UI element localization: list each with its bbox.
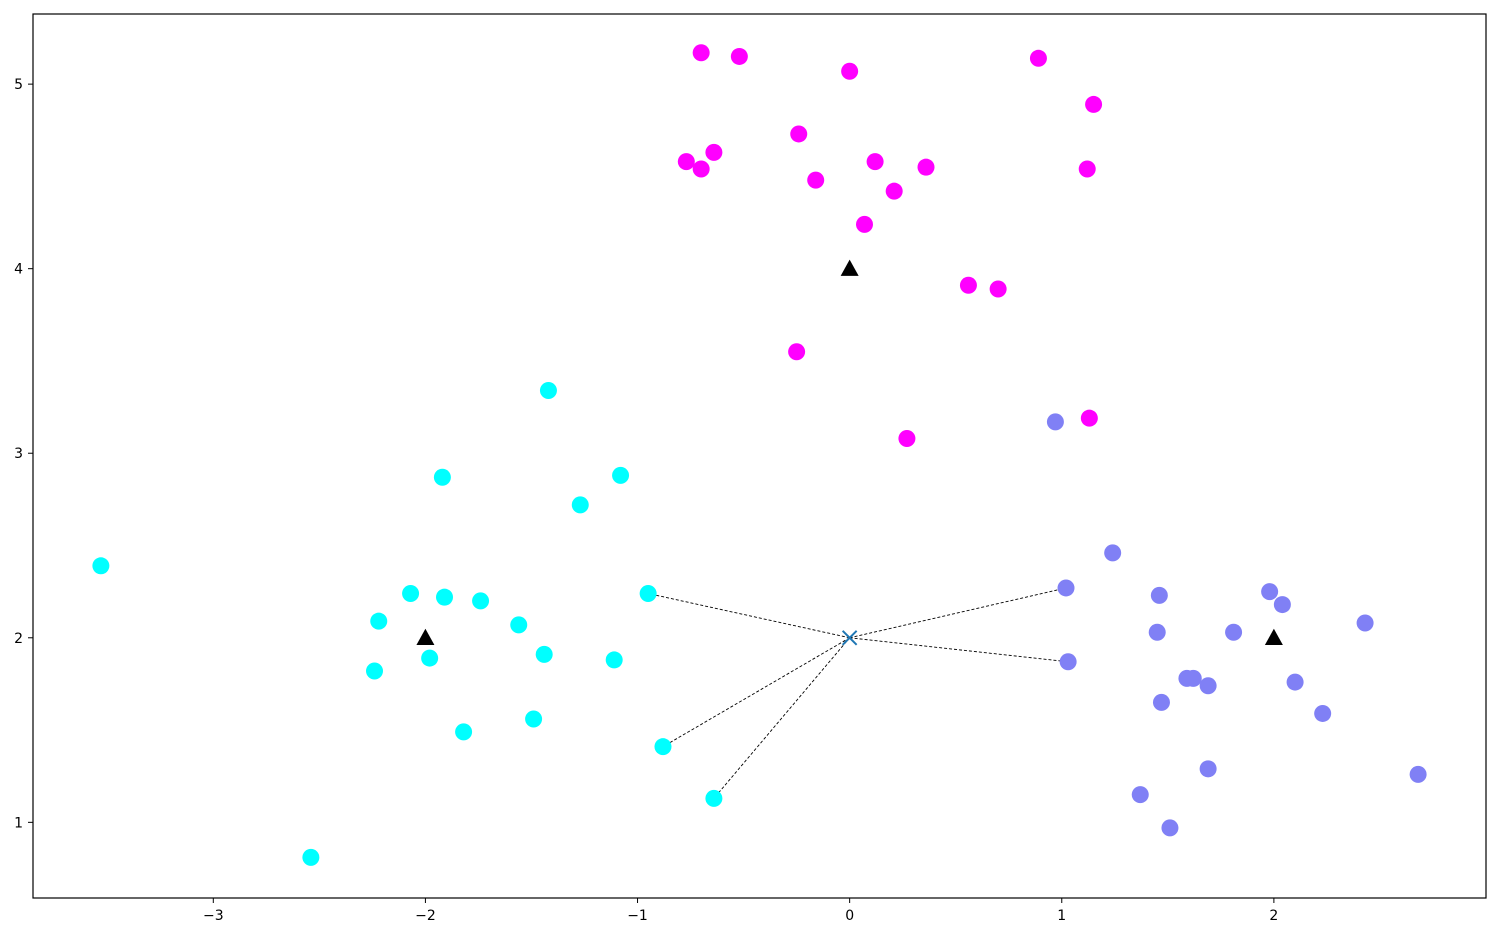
scatter-point <box>1148 623 1166 641</box>
scatter-point <box>1225 623 1243 641</box>
scatter-point <box>1261 583 1279 601</box>
neighbor-line <box>849 587 1067 639</box>
x-tick-label: −1 <box>627 908 648 924</box>
scatter-point <box>370 612 388 630</box>
scatter-point <box>1104 544 1122 562</box>
query-point <box>841 630 858 646</box>
scatter-point <box>535 645 553 663</box>
scatter-point <box>525 710 543 728</box>
x-tick-label: 0 <box>845 908 854 924</box>
scatter-point <box>510 616 528 634</box>
y-tick-label: 4 <box>14 262 23 278</box>
scatter-point <box>605 651 623 669</box>
query-x-stroke <box>841 630 858 646</box>
scatter-point <box>654 738 672 756</box>
scatter-point <box>1199 677 1217 695</box>
scatter-point <box>898 429 916 447</box>
center-triangle <box>1264 628 1283 645</box>
scatter-point <box>571 496 589 514</box>
scatter-point <box>539 381 557 399</box>
scatter-point <box>1273 596 1291 614</box>
scatter-point <box>302 848 320 866</box>
scatter-point <box>1150 586 1168 604</box>
plot-frame <box>32 13 1487 899</box>
scatter-point <box>989 280 1007 298</box>
x-tick-label: −2 <box>415 908 436 924</box>
scatter-point <box>639 584 657 602</box>
scatter-point <box>677 153 695 171</box>
scatter-point <box>692 44 710 62</box>
scatter-point <box>1029 49 1047 67</box>
data-points <box>92 44 1427 866</box>
y-tick-label: 3 <box>14 446 23 462</box>
center-triangle <box>840 259 859 276</box>
scatter-point <box>705 143 723 161</box>
scatter-point <box>455 723 473 741</box>
scatter-point <box>917 158 935 176</box>
scatter-point <box>885 182 903 200</box>
scatter-point <box>1085 95 1103 113</box>
scatter-point <box>1059 653 1077 671</box>
neighbor-line <box>662 637 850 748</box>
center-triangle <box>416 628 435 645</box>
y-tick-label: 2 <box>14 631 23 647</box>
scatter-point <box>1356 614 1374 632</box>
scatter-point <box>421 649 439 667</box>
scatter-point <box>866 153 884 171</box>
scatter-point <box>1199 760 1217 778</box>
scatter-point <box>402 584 420 602</box>
scatter-point <box>1314 704 1332 722</box>
scatter-point <box>788 343 806 361</box>
scatter-point <box>807 171 825 189</box>
scatter-point <box>1131 786 1149 804</box>
scatter-point <box>433 468 451 486</box>
scatter-point <box>1078 160 1096 178</box>
y-tick-label: 1 <box>14 815 23 831</box>
scatter-point <box>705 789 723 807</box>
scatter-point <box>1080 409 1098 427</box>
neighbor-lines <box>648 587 1069 799</box>
scatter-point <box>790 125 808 143</box>
scatter-point <box>730 47 748 65</box>
scatter-point <box>472 592 490 610</box>
scatter-point <box>692 160 710 178</box>
x-tick-label: −3 <box>203 908 224 924</box>
scatter-point <box>1184 669 1202 687</box>
scatter-point <box>1161 819 1179 837</box>
scatter-point <box>612 466 630 484</box>
scatter-point <box>841 62 859 80</box>
neighbor-line <box>648 593 850 639</box>
x-tick-label: 2 <box>1269 908 1278 924</box>
scatter-point <box>1409 765 1427 783</box>
scatter-point <box>366 662 384 680</box>
scatter-point <box>1152 693 1170 711</box>
neighbor-line <box>713 637 850 799</box>
neighbor-line <box>849 637 1069 663</box>
scatter-point <box>92 557 110 575</box>
scatter-point <box>436 588 454 606</box>
scatter-point <box>1046 413 1064 431</box>
axes: −3 −2 −1 0 1 2 1 2 3 4 5 <box>14 13 1487 924</box>
cluster-centers <box>416 259 1283 645</box>
scatter-point <box>1057 579 1075 597</box>
scatter-point <box>959 276 977 294</box>
scatter-point <box>855 215 873 233</box>
y-tick-label: 5 <box>14 77 23 93</box>
x-tick-label: 1 <box>1057 908 1066 924</box>
scatter-point <box>1286 673 1304 691</box>
